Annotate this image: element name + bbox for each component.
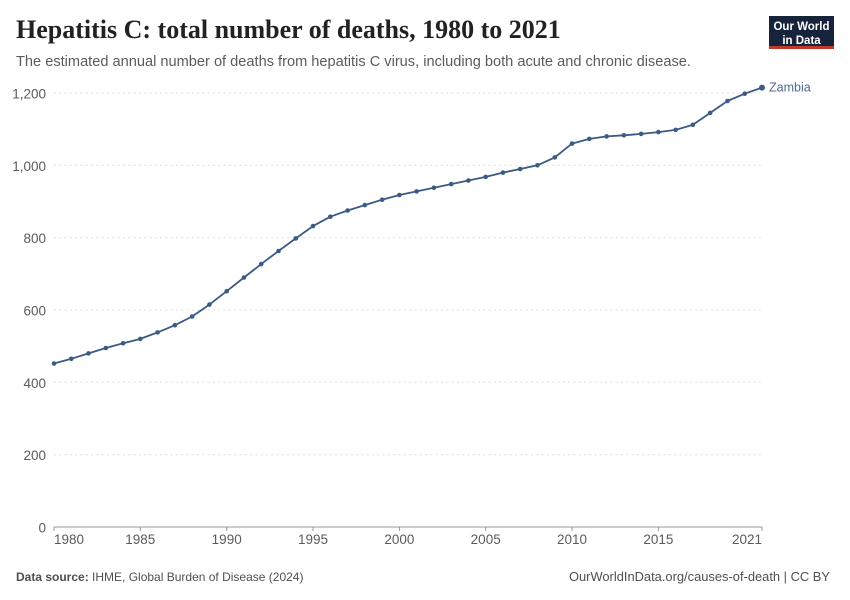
svg-text:2000: 2000 (384, 532, 414, 547)
svg-text:200: 200 (23, 448, 46, 463)
svg-text:2005: 2005 (471, 532, 501, 547)
svg-text:1,200: 1,200 (12, 87, 46, 102)
svg-text:Zambia: Zambia (769, 81, 811, 95)
svg-text:2010: 2010 (557, 532, 587, 547)
svg-text:600: 600 (23, 304, 46, 319)
svg-text:400: 400 (23, 376, 46, 391)
svg-text:1990: 1990 (212, 532, 242, 547)
svg-text:1980: 1980 (54, 532, 84, 547)
svg-text:0: 0 (38, 521, 46, 536)
svg-text:2021: 2021 (732, 532, 762, 547)
svg-text:800: 800 (23, 231, 46, 246)
svg-text:1,000: 1,000 (12, 159, 46, 174)
svg-text:1995: 1995 (298, 532, 328, 547)
svg-text:2015: 2015 (643, 532, 673, 547)
svg-text:1985: 1985 (125, 532, 155, 547)
